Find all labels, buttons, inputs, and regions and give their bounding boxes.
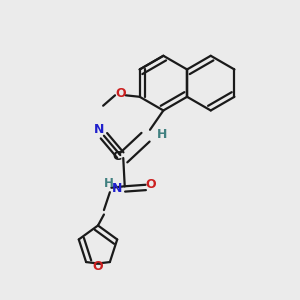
Text: O: O	[146, 178, 156, 191]
Text: C: C	[112, 150, 121, 163]
Text: H: H	[104, 177, 114, 190]
Text: N: N	[112, 182, 122, 195]
Text: H: H	[157, 128, 167, 141]
Text: O: O	[115, 87, 126, 100]
Text: N: N	[93, 123, 104, 136]
Text: O: O	[93, 260, 103, 273]
